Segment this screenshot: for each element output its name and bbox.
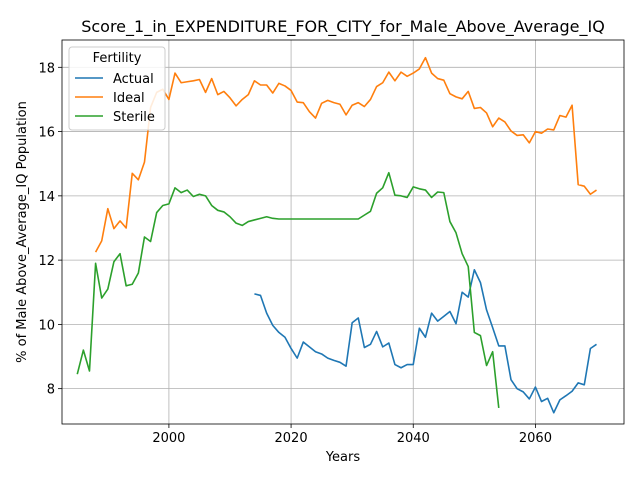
x-tick-label: 2020 <box>275 431 308 446</box>
series-line-sterile <box>76 171 500 409</box>
x-tick-label: 2060 <box>519 431 552 446</box>
x-tick-label: 2040 <box>397 431 430 446</box>
y-tick-label: 14 <box>38 190 55 205</box>
plot-frame <box>61 39 625 425</box>
legend-label-sterile: Sterile <box>113 110 155 125</box>
legend: Fertility Actual Ideal Sterile <box>68 46 166 131</box>
legend-label-actual: Actual <box>113 72 154 87</box>
legend-label-ideal: Ideal <box>113 91 145 106</box>
y-tick-label: 16 <box>38 126 55 141</box>
x-tick-label: 2000 <box>152 431 185 446</box>
y-tick-label: 12 <box>38 254 55 269</box>
legend-items: Actual Ideal Sterile <box>75 72 155 125</box>
y-axis-title: % of Male Above_Average_IQ Population <box>15 101 30 363</box>
legend-box <box>68 46 166 131</box>
chart-title: Score_1_in_EXPENDITURE_FOR_CITY_for_Male… <box>81 17 605 37</box>
y-tick-label: 10 <box>38 318 55 333</box>
y-tick-label: 8 <box>47 383 55 398</box>
x-axis-title: Years <box>325 450 361 465</box>
axis-ticks: 2000 2020 2040 2060 8 10 12 14 16 18 <box>38 61 552 446</box>
series-line-ideal <box>94 56 597 253</box>
grid-lines <box>62 40 624 424</box>
series-line-actual <box>254 268 597 414</box>
legend-title: Fertility <box>93 51 142 66</box>
series-lines <box>76 56 597 414</box>
y-tick-label: 18 <box>38 61 55 76</box>
